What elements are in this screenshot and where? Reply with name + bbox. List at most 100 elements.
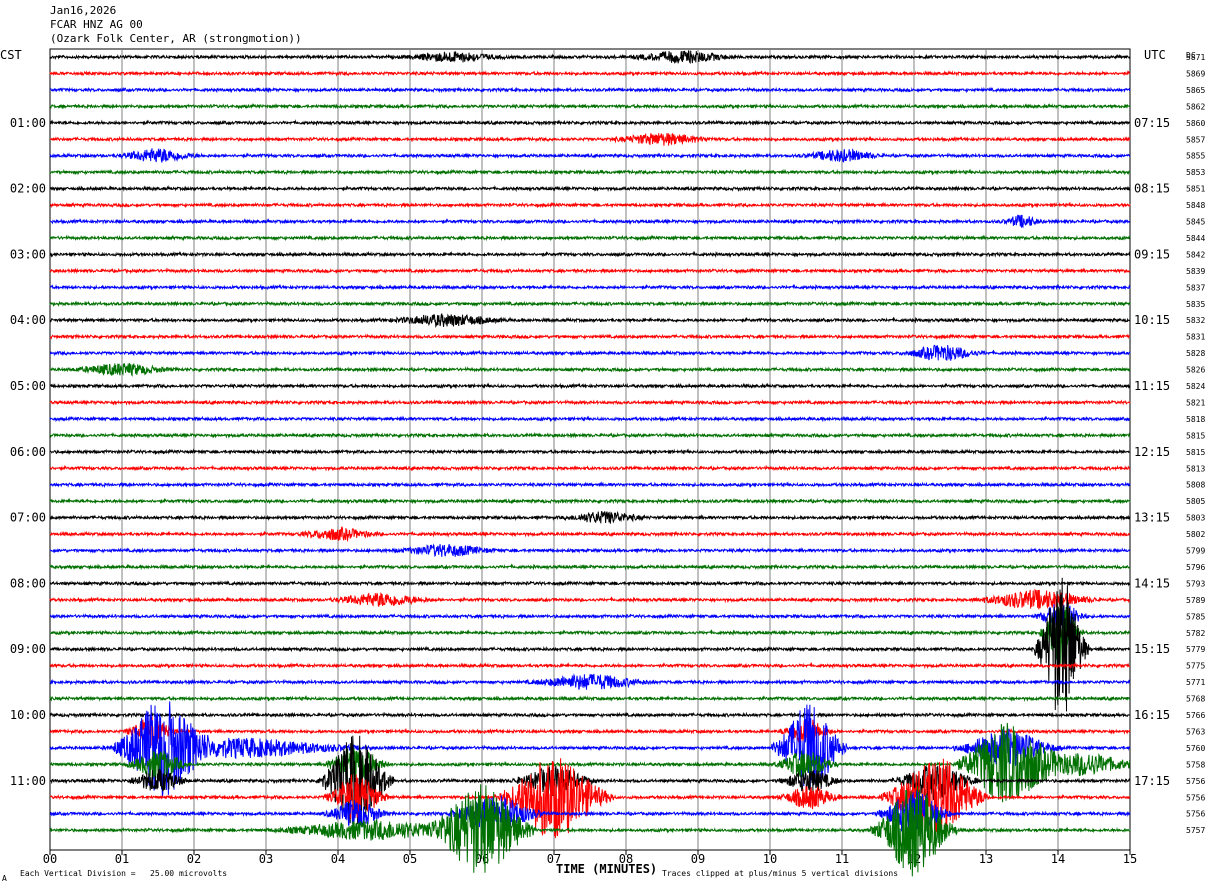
- dc-offset-label: 5815: [1186, 448, 1205, 457]
- utc-hour-label: 12:15: [1134, 445, 1170, 459]
- trace-row-2: [49, 86, 1131, 94]
- x-tick-label: 10: [763, 852, 777, 866]
- trace-row-18: [49, 344, 1131, 361]
- x-tick-label: 07: [547, 852, 561, 866]
- utc-hour-label: 11:15: [1134, 379, 1170, 393]
- trace-row-5: [49, 133, 1131, 146]
- cst-hour-label: 08:00: [10, 576, 46, 590]
- dc-offset-label: 5862: [1186, 102, 1205, 111]
- dc-offset-label: 5869: [1186, 69, 1205, 78]
- cst-hour-label: 02:00: [10, 182, 46, 196]
- dc-offset-label: 5785: [1186, 612, 1205, 621]
- x-tick-label: 02: [187, 852, 201, 866]
- trace-row-9: [49, 201, 1131, 209]
- dc-offset-label: 5871: [1186, 53, 1205, 62]
- trace-row-34: [49, 603, 1131, 629]
- trace-row-20: [49, 382, 1131, 390]
- x-tick-label: 13: [979, 852, 993, 866]
- dc-offset-label: 5828: [1186, 349, 1205, 358]
- trace-row-33: [49, 588, 1131, 610]
- trace-row-32: [49, 579, 1131, 587]
- station-location: (Ozark Folk Center, AR (strongmotion)): [50, 32, 302, 45]
- cst-hour-label: 09:00: [10, 642, 46, 656]
- dc-offset-label: 5768: [1186, 695, 1205, 704]
- dc-offset-label: 5808: [1186, 481, 1205, 490]
- cst-hour-label: 01:00: [10, 116, 46, 130]
- dc-offset-label: 5842: [1186, 250, 1205, 259]
- trace-row-25: [49, 464, 1131, 472]
- corner-mark: A: [2, 874, 7, 883]
- dc-offset-label: 5837: [1186, 283, 1205, 292]
- station-code: FCAR HNZ AG 00: [50, 18, 143, 31]
- cst-hour-label: 03:00: [10, 247, 46, 261]
- trace-row-39: [49, 694, 1131, 703]
- trace-row-27: [49, 497, 1131, 505]
- dc-offset-label: 5844: [1186, 234, 1205, 243]
- plot-frame: [49, 48, 1131, 851]
- trace-row-17: [49, 333, 1131, 341]
- trace-row-14: [49, 283, 1131, 291]
- utc-hour-label: 07:15: [1134, 116, 1170, 130]
- scale-note: Each Vertical Division = 25.00 microvolt…: [20, 869, 228, 878]
- trace-row-22: [49, 415, 1131, 423]
- trace-row-26: [49, 481, 1131, 489]
- trace-row-28: [49, 510, 1131, 524]
- dc-offset-label: 5796: [1186, 563, 1205, 572]
- dc-offset-label: 5756: [1186, 810, 1205, 819]
- right-timezone: UTC: [1144, 48, 1166, 62]
- dc-offset-label: 5758: [1186, 760, 1205, 769]
- dc-offset-label: 5782: [1186, 629, 1205, 638]
- trace-row-3: [49, 102, 1131, 110]
- dc-offset-label: 5756: [1186, 793, 1205, 802]
- trace-row-37: [49, 662, 1131, 670]
- trace-row-13: [49, 267, 1131, 275]
- dc-offset-label: 5857: [1186, 135, 1205, 144]
- dc-offset-label: 5821: [1186, 398, 1205, 407]
- trace-row-15: [49, 300, 1131, 308]
- trace-row-36: [49, 577, 1130, 712]
- dc-offset-label: 5848: [1186, 201, 1205, 210]
- utc-hour-label: 13:15: [1134, 511, 1170, 525]
- cst-hour-label: 07:00: [10, 511, 46, 525]
- dc-offset-label: 5799: [1186, 547, 1205, 556]
- x-tick-label: 08: [619, 852, 633, 866]
- utc-hour-label: 10:15: [1134, 313, 1170, 327]
- dc-offset-label: 5845: [1186, 218, 1205, 227]
- utc-hour-label: 08:15: [1134, 182, 1170, 196]
- dc-offset-label: 5789: [1186, 596, 1205, 605]
- dc-offset-label: 5815: [1186, 431, 1205, 440]
- x-tick-label: 14: [1051, 852, 1065, 866]
- dc-offset-label: 5766: [1186, 711, 1205, 720]
- trace-row-45: [49, 758, 1131, 839]
- x-tick-label: 00: [43, 852, 57, 866]
- cst-hour-label: 06:00: [10, 445, 46, 459]
- dc-offset-label: 5763: [1186, 727, 1205, 736]
- clip-note: Traces clipped at plus/minus 5 vertical …: [662, 869, 899, 878]
- x-tick-label: 01: [115, 852, 129, 866]
- cst-hour-label: 04:00: [10, 313, 46, 327]
- trace-row-31: [49, 563, 1131, 571]
- trace-row-40: [49, 711, 1131, 719]
- dc-offset-label: 5813: [1186, 464, 1205, 473]
- utc-hour-label: 16:15: [1134, 708, 1170, 722]
- trace-row-47: [49, 784, 1131, 877]
- trace-row-30: [49, 543, 1131, 558]
- dc-offset-label: 5803: [1186, 514, 1205, 523]
- trace-row-23: [49, 431, 1131, 439]
- cst-hour-label: 11:00: [10, 774, 46, 788]
- x-tick-label: 03: [259, 852, 273, 866]
- trace-row-46: [49, 790, 1131, 837]
- dc-offset-label: 5824: [1186, 382, 1205, 391]
- dc-offset-label: 5832: [1186, 316, 1205, 325]
- trace-row-1: [49, 69, 1131, 77]
- dc-offset-label: 5831: [1186, 333, 1205, 342]
- dc-offset-label: 5865: [1186, 86, 1205, 95]
- trace-row-38: [49, 673, 1131, 690]
- trace-row-6: [49, 148, 1131, 163]
- cst-hour-label: 05:00: [10, 379, 46, 393]
- dc-offset-label: 5805: [1186, 497, 1205, 506]
- dc-offset-label: 5779: [1186, 645, 1205, 654]
- dc-offset-label: 5860: [1186, 119, 1205, 128]
- dc-offset-label: 5760: [1186, 744, 1205, 753]
- trace-row-41: [49, 716, 1131, 746]
